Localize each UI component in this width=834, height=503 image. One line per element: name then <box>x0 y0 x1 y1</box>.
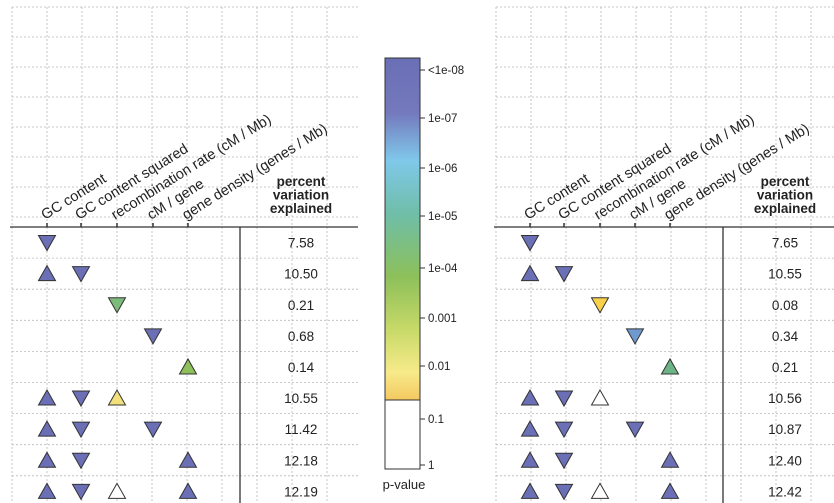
table-row: 12.18 <box>37 451 318 470</box>
triangle-up-gene-density <box>660 357 680 375</box>
value-header-line: variation <box>273 188 329 203</box>
colorbar-tick-label: 1e-05 <box>428 211 457 223</box>
table-row: 0.34 <box>625 328 799 345</box>
triangle-up-gene-density <box>660 451 680 468</box>
triangle-up-gc-content <box>37 264 57 282</box>
table-row: 12.19 <box>37 482 318 501</box>
table-row: 0.14 <box>178 357 315 375</box>
triangle-down-gc-content <box>520 235 540 252</box>
percent-variation-value: 0.34 <box>772 329 799 344</box>
triangle-down-recombination-rate <box>107 297 127 314</box>
triangle-down-gc-content-squared <box>71 452 91 470</box>
percent-variation-value: 11.42 <box>285 422 318 437</box>
triangle-up-gene-density <box>178 482 198 499</box>
table-row: 12.40 <box>520 451 802 470</box>
triangle-down-gc-content-squared <box>554 390 574 408</box>
table-row: 0.08 <box>590 297 798 314</box>
triangle-down-gc-content-squared <box>71 483 91 501</box>
triangle-up-gene-density <box>178 451 198 468</box>
table-row: 7.58 <box>37 235 314 252</box>
triangle-up-gc-content <box>37 389 57 406</box>
value-header-line: explained <box>270 201 332 216</box>
triangle-down-gc-content-squared <box>71 421 91 439</box>
percent-variation-value: 7.58 <box>288 236 314 251</box>
triangle-up-gc-content <box>520 482 540 499</box>
table-row: 11.42 <box>37 420 318 439</box>
triangle-up-gc-content <box>520 451 540 468</box>
value-header-line: percent <box>761 174 810 189</box>
table-row: 7.65 <box>520 235 798 252</box>
triangle-down-cm-per-gene <box>625 328 645 345</box>
colorbar-title: p-value <box>383 477 426 492</box>
percent-variation-value: 0.68 <box>288 329 314 344</box>
value-header-line: percent <box>277 174 326 189</box>
triangle-down-gc-content-squared <box>554 421 574 439</box>
colorbar-tick-label: 0.01 <box>428 361 450 373</box>
triangle-up-gc-content <box>37 482 57 499</box>
colorbar-tick-label: <1e-08 <box>428 65 464 77</box>
triangle-up-gene-density <box>178 357 198 375</box>
colorbar-tick-label: 1e-07 <box>428 113 457 125</box>
percent-variation-value: 0.08 <box>772 298 798 313</box>
colorbar-gradient <box>385 58 420 400</box>
table-row: 10.87 <box>520 420 802 439</box>
triangle-up-gc-content <box>37 451 57 468</box>
table-row: 10.55 <box>520 264 802 283</box>
table-row: 0.21 <box>660 357 798 375</box>
triangle-down-gc-content <box>37 235 57 252</box>
percent-variation-value: 10.50 <box>284 267 318 282</box>
triangle-down-gc-content-squared <box>554 483 574 501</box>
colorbar-tick-label: 0.001 <box>428 313 457 325</box>
colorbar-tick-label: 1e-06 <box>428 163 457 175</box>
colorbar-tick-label: 0.1 <box>428 414 444 426</box>
triangle-down-recombination-rate <box>590 297 610 314</box>
colorbar-tick-label: 1e-04 <box>428 263 458 275</box>
percent-variation-value: 12.42 <box>768 484 802 499</box>
table-row: 0.68 <box>143 328 314 345</box>
triangle-down-gc-content-squared <box>71 390 91 408</box>
triangle-up-gc-content <box>520 389 540 406</box>
triangle-up-recombination-rate <box>107 482 127 499</box>
percent-variation-value: 10.55 <box>768 267 802 282</box>
triangle-up-gc-content <box>520 264 540 282</box>
table-row: 10.56 <box>520 389 802 408</box>
table-row: 10.55 <box>37 389 318 408</box>
triangle-down-gc-content-squared <box>554 266 574 283</box>
triangle-up-recombination-rate <box>107 389 127 406</box>
triangle-up-gene-density <box>660 482 680 499</box>
triangle-down-gc-content-squared <box>554 452 574 470</box>
triangle-up-recombination-rate <box>590 389 610 406</box>
triangle-down-cm-per-gene <box>625 421 645 439</box>
percent-variation-value: 10.56 <box>768 391 802 406</box>
percent-variation-value: 12.18 <box>284 453 318 468</box>
percent-variation-value: 0.21 <box>288 298 314 313</box>
percent-variation-value: 12.40 <box>768 453 802 468</box>
percent-variation-value: 10.87 <box>768 422 802 437</box>
percent-variation-value: 7.65 <box>772 236 798 251</box>
table-row: 12.42 <box>520 482 802 501</box>
table-row: 0.21 <box>107 297 314 314</box>
percent-variation-value: 0.14 <box>288 360 315 375</box>
p-value-colorbar: <1e-08 1e-07 1e-06 1e-05 1e-04 0.001 0.01 0.1 1p… <box>383 57 464 492</box>
value-header-line: variation <box>757 188 813 203</box>
colorbar-white-segment <box>385 400 420 469</box>
triangle-up-gc-content <box>37 420 57 437</box>
triangle-down-cm-per-gene <box>143 328 163 345</box>
triangle-up-gc-content <box>520 420 540 437</box>
table-row: 10.50 <box>37 264 318 283</box>
percent-variation-value: 10.55 <box>284 391 318 406</box>
percent-variation-value: 0.21 <box>772 360 798 375</box>
triangle-down-gc-content-squared <box>71 266 91 283</box>
triangle-up-recombination-rate <box>590 482 610 499</box>
colorbar-frame <box>384 57 421 470</box>
colorbar-tick-label: 1 <box>428 460 434 472</box>
triangle-down-cm-per-gene <box>143 421 163 439</box>
percent-variation-value: 12.19 <box>284 484 318 499</box>
value-header-line: explained <box>754 201 816 216</box>
